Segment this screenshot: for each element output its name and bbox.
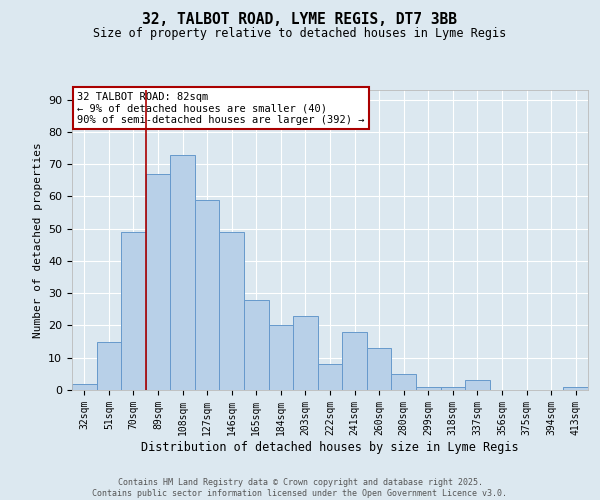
Bar xyxy=(293,316,318,390)
Bar xyxy=(269,326,293,390)
Bar xyxy=(195,200,220,390)
Text: Contains HM Land Registry data © Crown copyright and database right 2025.
Contai: Contains HM Land Registry data © Crown c… xyxy=(92,478,508,498)
Bar xyxy=(563,387,588,390)
Bar xyxy=(391,374,416,390)
Bar xyxy=(465,380,490,390)
Bar xyxy=(244,300,269,390)
Bar xyxy=(121,232,146,390)
Bar xyxy=(318,364,342,390)
Text: 32, TALBOT ROAD, LYME REGIS, DT7 3BB: 32, TALBOT ROAD, LYME REGIS, DT7 3BB xyxy=(143,12,458,28)
Bar xyxy=(146,174,170,390)
Bar xyxy=(220,232,244,390)
Y-axis label: Number of detached properties: Number of detached properties xyxy=(32,142,43,338)
Text: 32 TALBOT ROAD: 82sqm
← 9% of detached houses are smaller (40)
90% of semi-detac: 32 TALBOT ROAD: 82sqm ← 9% of detached h… xyxy=(77,92,365,124)
Bar xyxy=(72,384,97,390)
Bar xyxy=(170,154,195,390)
X-axis label: Distribution of detached houses by size in Lyme Regis: Distribution of detached houses by size … xyxy=(141,440,519,454)
Bar xyxy=(342,332,367,390)
Text: Size of property relative to detached houses in Lyme Regis: Size of property relative to detached ho… xyxy=(94,28,506,40)
Bar xyxy=(97,342,121,390)
Bar xyxy=(416,387,440,390)
Bar xyxy=(440,387,465,390)
Bar xyxy=(367,348,391,390)
